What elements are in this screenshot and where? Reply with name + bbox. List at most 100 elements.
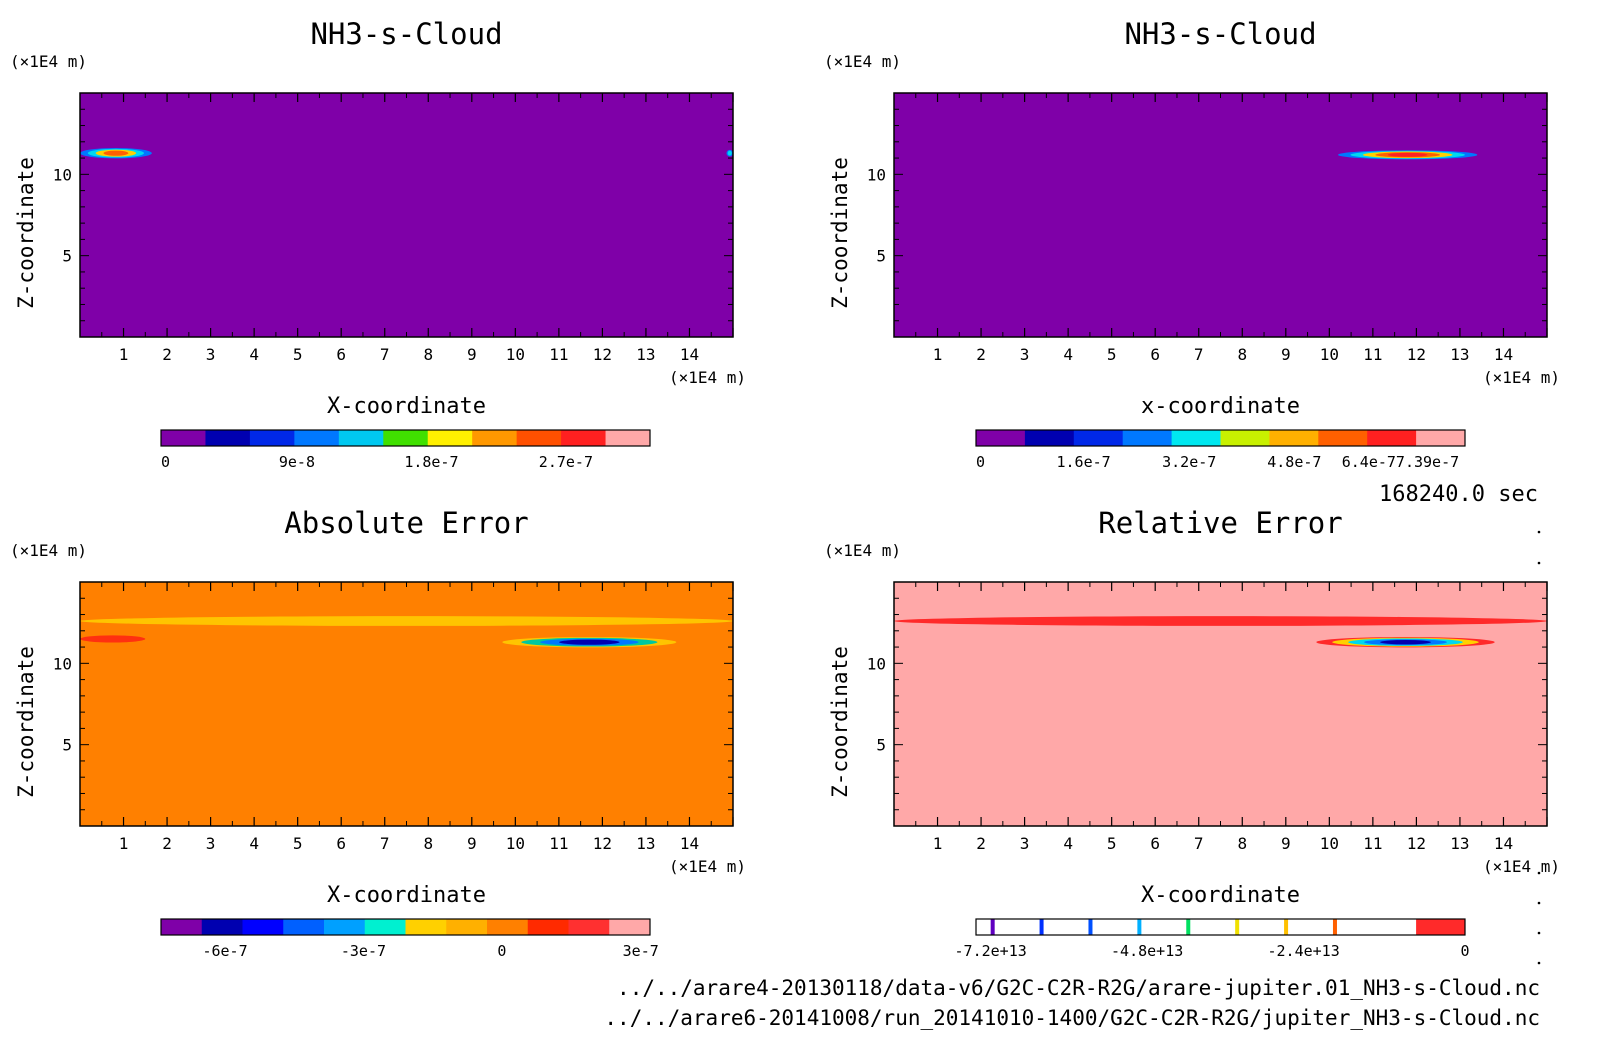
colorbar-segment <box>242 919 284 935</box>
colorbar-segment <box>1416 919 1466 935</box>
x-tick-label: 11 <box>1363 345 1382 364</box>
colorbar-segment <box>1171 919 1221 935</box>
x-axis-label: X-coordinate <box>1141 883 1300 908</box>
colorbar-level-line <box>1332 919 1337 935</box>
colorbar-segment <box>568 919 610 935</box>
colorbar-frame <box>160 429 651 447</box>
colorbar-tick-label: 3.2e-7 <box>1162 453 1216 471</box>
x-tick-label: 4 <box>249 834 259 853</box>
chart-title: Relative Error <box>1098 506 1342 540</box>
colorbar-tick-label: -3e-7 <box>341 942 386 960</box>
field-features <box>80 147 733 159</box>
colorbar-tick-label: -4.8e+13 <box>1111 942 1183 960</box>
x-tick-label: 8 <box>423 834 433 853</box>
x-tick-label: 1 <box>119 834 129 853</box>
x-tick-label: 1 <box>119 345 129 364</box>
x-tick-label: 14 <box>1494 834 1513 853</box>
colorbar-tick-label: 3e-7 <box>623 942 659 960</box>
x-tick-label: 3 <box>1020 834 1030 853</box>
x-tick-label: 3 <box>206 834 216 853</box>
x-tick-label: 5 <box>1107 345 1117 364</box>
colorbar-tick-label: 0 <box>1460 942 1469 960</box>
colorbar: 0 1.6e-7 3.2e-7 4.8e-7 6.4e-77.39e-7 <box>975 429 1466 471</box>
colorbar-segment <box>1024 430 1075 446</box>
colorbar-segment <box>1269 919 1319 935</box>
colorbar-frame <box>975 429 1466 447</box>
x-tick-label: 7 <box>1194 345 1204 364</box>
colorbar-frame <box>160 918 651 936</box>
colorbar: -7.2e+13 -4.8e+13 -2.4e+13 0 <box>955 918 1470 960</box>
colorbar-segment <box>338 430 384 446</box>
y-axis-label: Z-coordinate <box>14 157 38 309</box>
colorbar-segment <box>294 430 340 446</box>
colorbar-segment <box>1122 919 1173 935</box>
y-tick-label: 10 <box>53 165 72 184</box>
x-tick-label: 7 <box>1194 834 1204 853</box>
colorbar-segment <box>1220 919 1270 935</box>
x-tick-label: 9 <box>467 345 477 364</box>
colorbar-level-line <box>1284 919 1289 935</box>
x-tick-label: 8 <box>423 345 433 364</box>
field-features <box>80 616 733 648</box>
colorbar-tick-label: 4.8e-7 <box>1267 453 1321 471</box>
chart-panel-4: Relative Error(×1E4 m)(×1E4 m)1 2 3 4 5 6 7 8 9 1… <box>824 506 1560 960</box>
colorbar-level-line <box>1039 919 1044 935</box>
colorbar-segment <box>201 919 243 935</box>
colorbar-segment <box>1318 430 1368 446</box>
colorbar-segment <box>605 430 651 446</box>
y-axis-label: Z-coordinate <box>828 646 852 798</box>
colorbar-segment <box>487 919 529 935</box>
colorbar-segment <box>976 919 1026 935</box>
file-path-2: ../../arare6-20141008/run_20141010-1400/… <box>604 1006 1540 1030</box>
colorbar-segment <box>1416 430 1466 446</box>
colorbar-segment <box>1367 919 1417 935</box>
x-tick-label: 2 <box>976 834 986 853</box>
colorbar-segment <box>383 430 429 446</box>
colorbar-tick-label: 0 <box>976 453 985 471</box>
y-tick-label: 5 <box>876 736 886 755</box>
colorbar-segment <box>1367 430 1417 446</box>
field-contour <box>80 635 146 643</box>
colorbar-tick-label: 0 <box>497 942 506 960</box>
field-contour <box>894 616 1547 626</box>
colorbar-tick-label: 9e-8 <box>279 453 315 471</box>
x-tick-label: 14 <box>1494 345 1513 364</box>
colorbar-segment <box>527 919 569 935</box>
colorbar-segment <box>161 430 206 446</box>
colorbar-level-line <box>1235 919 1240 935</box>
y-tick-label: 10 <box>867 165 886 184</box>
colorbar-level-line <box>1137 919 1142 935</box>
plot-background <box>80 93 733 337</box>
colorbar-segment <box>609 919 651 935</box>
colorbar-tick-label: 1.6e-7 <box>1056 453 1110 471</box>
colorbar-segment <box>1073 919 1124 935</box>
field-features <box>894 616 1547 648</box>
x-tick-label: 4 <box>249 345 259 364</box>
x-tick-label: 1 <box>933 834 943 853</box>
colorbar-segment <box>249 430 295 446</box>
y-tick-label: 5 <box>62 247 72 266</box>
y-tick-label: 10 <box>867 654 886 673</box>
x-tick-label: 9 <box>467 834 477 853</box>
x-axis-unit: (×1E4 m) <box>1483 857 1560 876</box>
field-contour <box>1387 152 1428 157</box>
x-tick-label: 7 <box>380 345 390 364</box>
x-tick-label: 5 <box>293 345 303 364</box>
trailing-dots <box>1537 530 1541 965</box>
x-tick-label: 4 <box>1063 834 1073 853</box>
x-tick-label: 1 <box>933 345 943 364</box>
y-axis-unit: (×1E4 m) <box>10 541 87 560</box>
x-tick-label: 10 <box>506 345 525 364</box>
colorbar-segment <box>364 919 406 935</box>
x-tick-label: 13 <box>636 834 655 853</box>
chart-panel-1: NH3-s-Cloud(×1E4 m)(×1E4 m)1 2 3 4 5 6 7 8 9 10 11… <box>10 17 746 471</box>
colorbar-segment <box>205 430 251 446</box>
colorbar: -6e-7 -3e-7 0 3e-7 <box>160 918 659 960</box>
chart-title: NH3-s-Cloud <box>1124 17 1316 51</box>
field-contour <box>559 639 620 645</box>
x-tick-label: 10 <box>1320 345 1339 364</box>
colorbar-segment <box>446 919 488 935</box>
x-tick-label: 13 <box>1450 834 1469 853</box>
colorbar-segment <box>1171 430 1221 446</box>
